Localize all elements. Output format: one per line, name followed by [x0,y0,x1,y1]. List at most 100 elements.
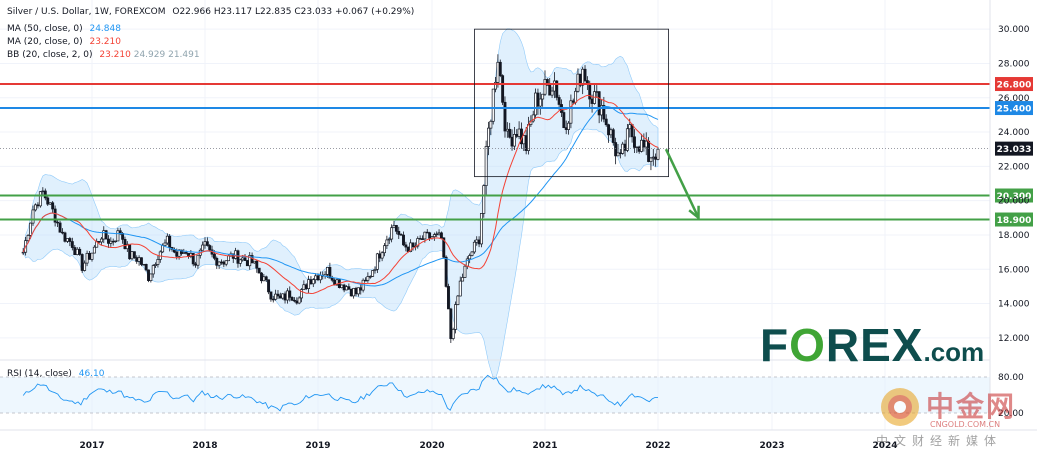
rsi-legend[interactable]: RSI (14, close) 46.10 [7,369,105,379]
projection-arrow-head [688,205,700,221]
rsi-label: RSI (14, close) [7,369,72,379]
time-tick-label: 2020 [419,441,444,451]
candle-body [479,213,483,245]
candle-body [647,140,651,162]
candle-body [428,232,432,239]
candle-body [137,257,141,262]
candle-body [380,252,384,259]
candle-body [283,293,287,301]
high-value: H23.117 [213,7,253,17]
candle-body [644,140,648,148]
candle-body [194,263,198,266]
candle-body [68,238,72,242]
candle-body [139,257,143,265]
level-tag [995,188,1033,203]
candle-body [222,261,226,265]
candle-body [637,146,641,152]
forex-logo-f: F [760,319,790,371]
candle-body [56,221,60,224]
forex-logo-rest: REX [825,319,924,371]
ma20-legend[interactable]: MA (20, close, 0) 23.210 [7,37,121,47]
candle-body [46,197,50,205]
candle-body [642,139,646,148]
candle-body [425,231,429,234]
candle-body [345,286,348,291]
time-tick-label: 2021 [532,441,557,451]
ma50-legend[interactable]: MA (50, close, 0) 24.848 [7,24,121,34]
candle-body [387,238,391,241]
candle-body [470,251,474,256]
candle-body [581,68,585,86]
candle-body [611,129,615,143]
candle-body [447,286,450,310]
candle-body [449,308,453,339]
candle-body [168,235,172,248]
candle-body [623,143,627,151]
candle-body [366,276,370,281]
ma20-value: 23.210 [89,37,121,47]
candle-body [354,288,358,295]
candle-body [432,234,436,238]
candle-body [149,273,153,281]
candle-body [288,290,292,298]
candle-body [85,252,89,264]
candle-body [342,284,346,291]
candle-body [545,79,549,86]
candle-body [304,284,308,289]
candle-body [618,152,622,155]
candle-body [531,114,535,122]
candle-body [53,208,57,223]
candle-body [383,245,386,254]
candle-body [295,300,299,304]
candle-body [142,263,146,266]
level-tag-label: 20.300 [997,192,1032,202]
candle-body [656,148,660,160]
candle-body [61,231,64,234]
candle-body [543,79,547,95]
candle-body [90,252,94,260]
cngold-url: CNGOLD.COM.CN [930,420,1001,429]
candle-body [397,230,401,235]
bb-legend[interactable]: BB (20, close, 2, 0) 23.210 24.929 21.49… [7,50,200,60]
candle-body [175,251,179,257]
candle-body [92,246,96,254]
candle-body [567,122,570,130]
candle-body [654,156,658,160]
candle-body [359,287,363,291]
time-tick-label: 2024 [872,441,897,451]
candle-body [477,239,481,245]
candle-body [630,124,634,138]
candle-body [38,191,42,207]
candle-body [649,157,653,162]
candle-body [456,295,460,305]
candle-body [163,242,167,246]
candle-body [484,146,488,186]
rsi-value: 46.10 [78,369,105,379]
candle-body [633,136,636,148]
price-tick-label: 26.000 [998,94,1030,104]
projection-arrow-line [664,148,700,219]
candle-body [385,239,389,247]
candle-body [604,118,608,126]
candle-body [468,255,472,260]
candle-body [255,260,259,269]
candle-body [527,124,530,151]
candle-body [107,238,110,244]
candle-body [75,248,79,256]
candle-body [26,235,30,241]
candle-body [536,92,540,107]
ma20-label: MA (20, close, 0) [7,37,83,47]
price-tick-label: 28.000 [998,59,1030,69]
price-tick-label: 30.000 [998,25,1030,35]
candle-body [411,242,415,248]
cngold-emblem-icon [881,388,919,426]
candle-body [555,80,559,98]
candle-body [373,268,377,271]
candle-body [597,91,601,116]
candle-body [281,293,285,299]
price-tick-label: 24.000 [998,128,1030,138]
candle-body [574,90,578,103]
price-tick-label: 22.000 [998,162,1030,172]
candle-body [498,61,502,76]
